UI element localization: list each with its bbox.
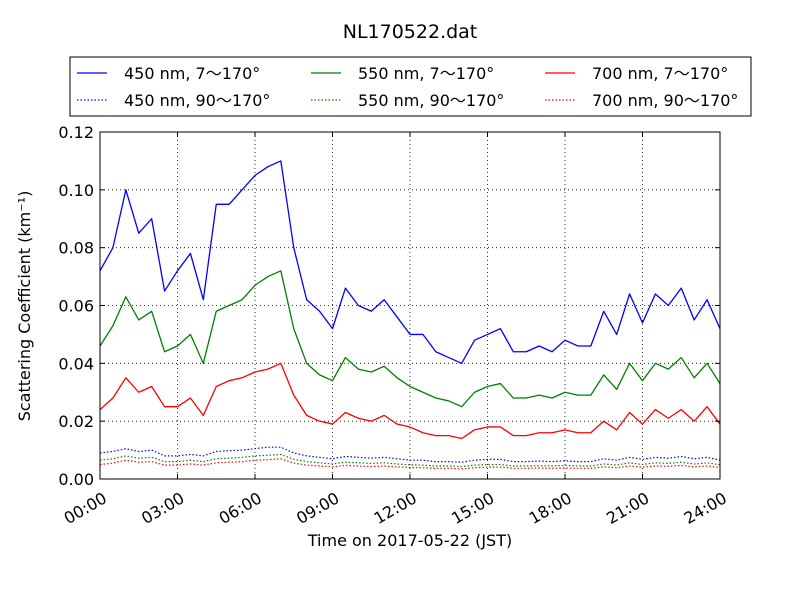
legend-label-1: 550 nm, 7～170° xyxy=(358,64,494,83)
series-line-0 xyxy=(99,160,721,364)
series-line-3 xyxy=(99,446,721,463)
legend-label-3: 450 nm, 90～170° xyxy=(124,91,270,110)
series-line-2 xyxy=(99,362,721,440)
y-tick-label: 0.02 xyxy=(58,412,94,431)
x-axis-label: Time on 2017-05-22 (JST) xyxy=(307,531,512,550)
legend-label-0: 450 nm, 7～170° xyxy=(124,64,260,83)
y-tick-labels: 0.00 0.02 0.04 0.06 0.08 0.10 0.12 xyxy=(58,123,94,489)
axis-ticks xyxy=(99,131,721,480)
series-line-5 xyxy=(99,458,721,470)
y-tick-label: 0.12 xyxy=(58,123,94,142)
y-tick-label: 0.00 xyxy=(58,470,94,489)
series-layer xyxy=(99,160,721,470)
y-tick-label: 0.10 xyxy=(58,181,94,200)
legend-label-2: 700 nm, 7～170° xyxy=(592,64,728,83)
legend-label-4: 550 nm, 90～170° xyxy=(358,91,504,110)
y-tick-label: 0.08 xyxy=(58,239,94,258)
legend-frame xyxy=(69,56,752,117)
y-tick-label: 0.04 xyxy=(58,354,94,373)
chart-title: NL170522.dat xyxy=(343,21,478,43)
series-line-1 xyxy=(99,270,721,408)
legend: 450 nm, 7～170° 550 nm, 7～170° 700 nm, 7～17… xyxy=(69,56,752,117)
y-tick-label: 0.06 xyxy=(58,297,94,316)
y-axis-label: Scattering Coefficient (km⁻¹) xyxy=(15,191,34,422)
grid xyxy=(100,132,720,479)
legend-label-5: 700 nm, 90～170° xyxy=(592,91,738,110)
